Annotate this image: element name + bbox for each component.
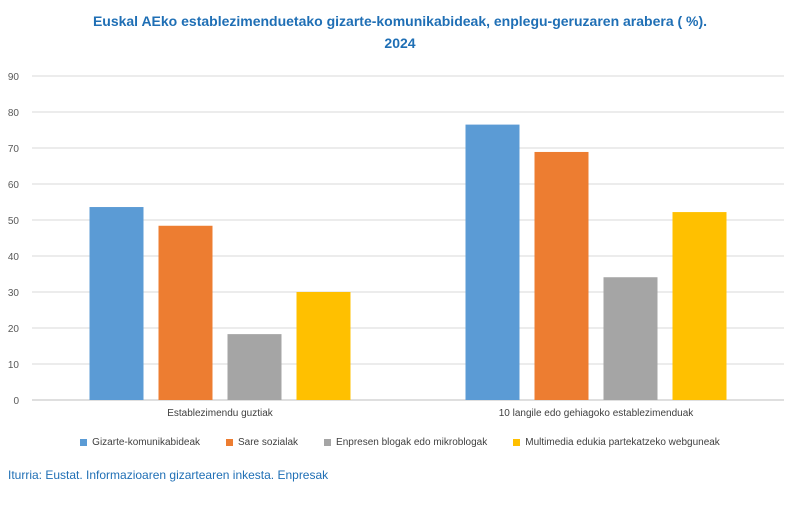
x-axis-category-labels: Establezimendu guztiak 10 langile edo geh…	[167, 408, 694, 419]
bar	[89, 207, 144, 400]
y-tick-label: 40	[8, 252, 20, 263]
source-note: Iturria: Eustat. Informazioaren gizartea…	[8, 468, 329, 482]
legend-item: Multimedia edukia partekatzeko webguneak	[513, 437, 720, 448]
y-tick-label: 80	[8, 108, 20, 119]
bar	[296, 292, 351, 400]
bar	[227, 334, 282, 400]
y-tick-label: 0	[13, 396, 19, 407]
bar	[534, 151, 589, 400]
x-category-label: 10 langile edo gehiagoko establezimendua…	[499, 408, 695, 419]
chart-title: Euskal AEko establezimenduetako gizarte-…	[0, 10, 800, 54]
y-tick-label: 70	[8, 144, 20, 155]
legend: Gizarte-komunikabideak Sare sozialak Enpre…	[0, 437, 800, 448]
y-tick-label: 30	[8, 288, 20, 299]
gridlines	[32, 75, 784, 401]
y-tick-label: 60	[8, 180, 20, 191]
legend-label: Sare sozialak	[238, 437, 299, 448]
legend-swatch	[324, 439, 332, 446]
legend-item: Sare sozialak	[226, 437, 298, 448]
chart-title-line-1: Euskal AEko establezimenduetako gizarte-…	[92, 13, 708, 29]
legend-item: Gizarte-komunikabideak	[80, 437, 200, 448]
bar	[465, 124, 520, 400]
legend-label: Enpresen blogak edo mikroblogak	[336, 437, 488, 448]
bar	[158, 225, 213, 400]
bar	[603, 277, 658, 400]
x-category-label: Establezimendu guztiak	[167, 408, 274, 419]
bar	[672, 212, 727, 400]
legend-swatch	[513, 439, 521, 446]
legend-label: Gizarte-komunikabideak	[92, 437, 200, 448]
bars	[89, 124, 727, 400]
y-axis-tick-labels: 0 10 20 30 40 50 60 70 80 90	[8, 72, 20, 407]
y-tick-label: 20	[8, 324, 20, 335]
y-tick-label: 50	[8, 216, 20, 227]
legend-swatch	[80, 439, 88, 446]
y-tick-label: 90	[8, 72, 20, 83]
legend-item: Enpresen blogak edo mikroblogak	[324, 437, 487, 448]
chart-title-line-2: 2024	[384, 35, 416, 51]
y-tick-label: 10	[8, 360, 20, 371]
legend-swatch	[226, 439, 233, 446]
legend-label: Multimedia edukia partekatzeko webguneak	[525, 437, 720, 448]
